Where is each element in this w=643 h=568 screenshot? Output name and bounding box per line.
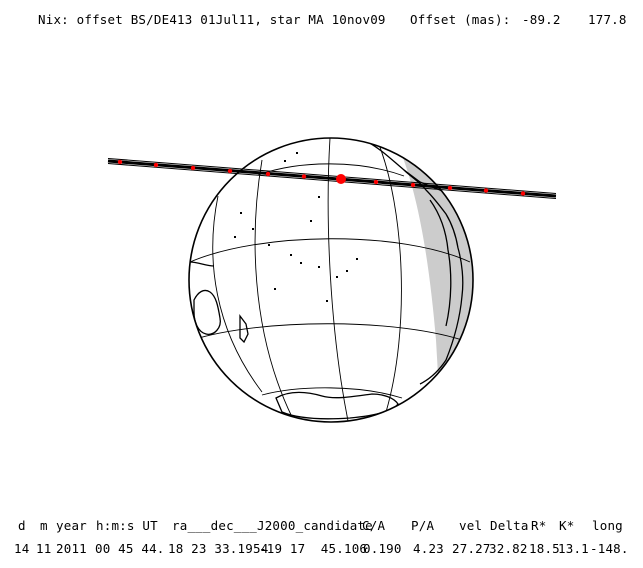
plot-title: Nix: offset BS/DE413 01Jul11, star MA 10…: [38, 12, 386, 27]
offset-label: Offset (mas):: [410, 12, 511, 27]
offset-x-value: -89.2: [522, 12, 561, 27]
val-year: 2011: [56, 541, 87, 556]
col-d: d: [18, 518, 26, 533]
val-delta: 32.82: [489, 541, 528, 556]
col-vel: vel: [459, 518, 483, 533]
col-year: year: [56, 518, 87, 533]
col-delta: Delta: [490, 518, 529, 533]
night-side-shading: [400, 140, 473, 410]
val-long: -148.: [590, 541, 629, 556]
shadow-track: [107, 158, 557, 199]
graticule: [189, 138, 471, 422]
val-dec: -19 17 45.106: [259, 541, 368, 556]
closest-approach-point: [336, 174, 346, 184]
val-ra: 18 23 33.1954: [168, 541, 269, 556]
val-pa: 4.23: [413, 541, 444, 556]
col-pa: P/A: [411, 518, 435, 533]
col-rstar: R*: [531, 518, 547, 533]
val-time: 00 45 44.: [95, 541, 165, 556]
val-vel: 27.27: [452, 541, 491, 556]
offset-y-value: 177.8: [588, 12, 627, 27]
val-rstar: 18.5: [529, 541, 560, 556]
col-long: long: [592, 518, 623, 533]
col-kstar: K*: [559, 518, 575, 533]
col-radec: ra___dec___J2000_candidate: [172, 518, 373, 533]
pacific-islands: [234, 152, 358, 302]
val-d: 14: [14, 541, 30, 556]
col-ca: C/A: [362, 518, 386, 533]
coastlines: [189, 141, 464, 420]
col-time: h:m:s UT: [96, 518, 158, 533]
val-kstar: 13.1: [558, 541, 589, 556]
globe-outline: [188, 137, 474, 423]
col-m: m: [40, 518, 48, 533]
val-ca: 0.190: [363, 541, 402, 556]
occultation-globe: [107, 137, 557, 423]
val-m: 11: [36, 541, 52, 556]
track-ticks: [117, 159, 526, 196]
